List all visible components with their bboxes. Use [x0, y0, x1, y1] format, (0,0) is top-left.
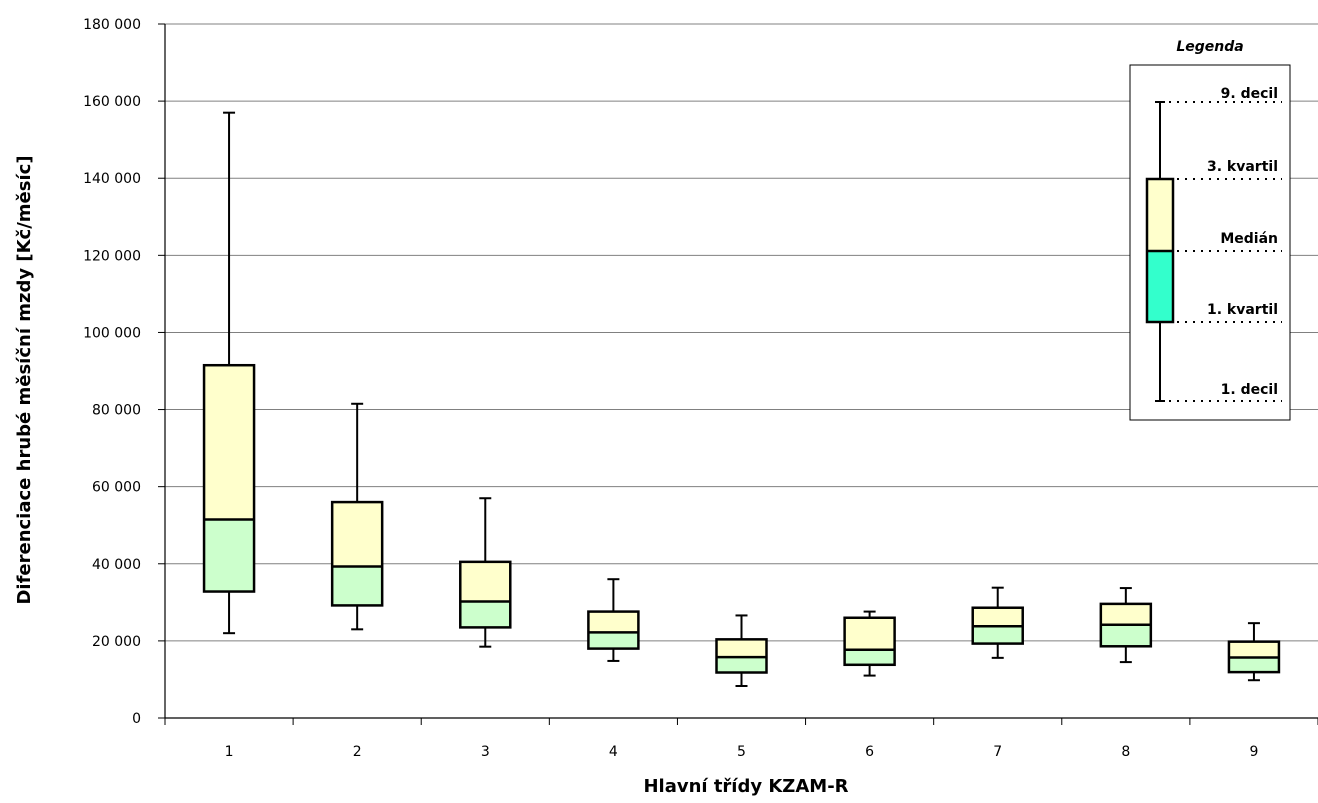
x-tick-label: 4 — [609, 744, 618, 760]
y-tick-label: 180 000 — [83, 17, 141, 33]
box-7 — [971, 586, 1024, 659]
x-tick-label: 9 — [1249, 744, 1258, 760]
box-upper-half — [588, 611, 639, 633]
x-tick-label: 1 — [225, 744, 234, 760]
box-9 — [1227, 622, 1281, 682]
box-upper-half — [1100, 603, 1151, 625]
x-tick-label: 5 — [737, 744, 746, 760]
box-lower-half — [1100, 624, 1151, 647]
x-tick-label: 3 — [481, 744, 490, 760]
box-8 — [1099, 587, 1153, 664]
box-2 — [330, 402, 384, 631]
box-lower-half — [332, 566, 383, 606]
box-outline — [843, 616, 896, 667]
x-axis: 1 2 3 4 5 6 7 8 9 — [164, 717, 1318, 760]
box-upper-half — [460, 561, 511, 602]
box-1 — [202, 111, 256, 635]
box-lower-half — [844, 649, 895, 665]
box-upper-half — [844, 617, 895, 650]
box-3 — [459, 497, 512, 648]
box-series — [202, 111, 1281, 687]
legend: Legenda 9. decil 3. kvartil Medián 1. kv… — [1129, 39, 1291, 421]
y-tick-label: 160 000 — [83, 94, 141, 110]
box-outline — [459, 560, 512, 629]
box-upper-half — [716, 639, 767, 658]
legend-marks — [1145, 101, 1282, 402]
box-lower-half — [204, 519, 255, 592]
box-lower-half — [716, 657, 767, 673]
box-upper-half — [204, 365, 255, 520]
y-axis-title: Diferenciace hrubé měsíční mzdy [Kč/měsí… — [14, 155, 35, 604]
box-outline — [202, 363, 256, 593]
y-tick-label: 100 000 — [83, 325, 141, 341]
x-tick-label: 8 — [1121, 744, 1130, 760]
legend-box-lower — [1147, 251, 1173, 322]
legend-label-quartile1: 1. kvartil — [1207, 302, 1278, 318]
y-tick-label: 60 000 — [92, 480, 141, 496]
box-upper-half — [972, 607, 1023, 627]
box-lower-half — [972, 626, 1023, 644]
legend-box-upper — [1147, 179, 1173, 251]
legend-label-decile1: 1. decil — [1221, 382, 1278, 398]
x-tick-label: 6 — [865, 744, 874, 760]
y-tick-label: 40 000 — [92, 557, 141, 573]
x-tick-label: 2 — [353, 744, 362, 760]
y-tick-label: 80 000 — [92, 403, 141, 419]
legend-label-decile9: 9. decil — [1221, 86, 1278, 102]
y-axis: 0 20 000 40 000 60 000 80 000 100 000 120 000 1… — [83, 17, 166, 727]
legend-label-median: Medián — [1220, 231, 1278, 247]
box-upper-half — [1228, 641, 1279, 658]
y-tick-label: 120 000 — [83, 248, 141, 264]
box-lower-half — [460, 601, 511, 628]
y-tick-label: 20 000 — [92, 634, 141, 650]
box-6 — [843, 610, 896, 677]
y-tick-label: 140 000 — [83, 171, 141, 187]
box-upper-half — [332, 502, 383, 567]
box-5 — [715, 614, 768, 687]
legend-label-quartile3: 3. kvartil — [1207, 159, 1278, 175]
box-outline — [587, 610, 640, 650]
box-lower-half — [588, 632, 639, 649]
box-4 — [587, 578, 640, 662]
x-axis-title: Hlavní třídy KZAM-R — [643, 776, 848, 797]
box-outline — [330, 500, 384, 607]
box-lower-half — [1228, 657, 1279, 673]
x-tick-label: 7 — [993, 744, 1002, 760]
legend-title: Legenda — [1176, 39, 1243, 55]
y-tick-label: 0 — [132, 711, 141, 727]
